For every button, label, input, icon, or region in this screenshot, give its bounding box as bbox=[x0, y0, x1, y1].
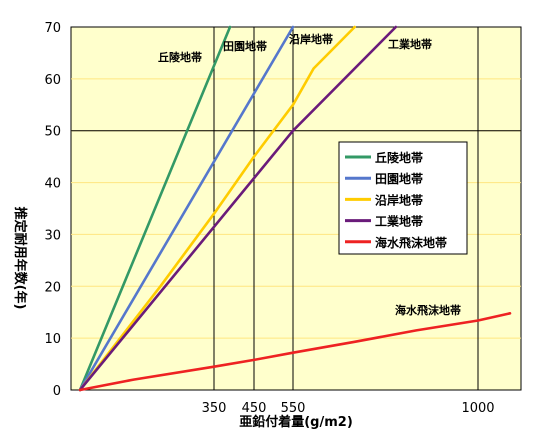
series-line-3 bbox=[78, 25, 398, 392]
legend-label-4: 海水飛沫地帯 bbox=[375, 235, 447, 250]
x-tick-label: 450 bbox=[242, 401, 267, 416]
series-line-0 bbox=[78, 25, 232, 392]
legend-label-2: 沿岸地帯 bbox=[374, 192, 423, 207]
series-group bbox=[78, 25, 512, 392]
line-annotation-4: 海水飛沫地帯 bbox=[395, 303, 461, 317]
x-axis-title: 亜鉛付着量(g/m2) bbox=[239, 414, 353, 430]
legend-label-0: 丘陵地帯 bbox=[375, 150, 423, 165]
series-line-1 bbox=[78, 25, 295, 392]
major-grid bbox=[71, 27, 521, 390]
series-line-2 bbox=[78, 25, 357, 392]
y-tick-label: 40 bbox=[44, 177, 61, 192]
y-tick-label: 10 bbox=[44, 332, 61, 347]
x-tick-labels: 350 450 550 1000 bbox=[202, 401, 495, 416]
series-line-4 bbox=[78, 311, 512, 392]
line-annotation-0: 丘陵地帯 bbox=[158, 50, 202, 64]
x-tick-label: 550 bbox=[281, 401, 306, 416]
y-tick-label: 20 bbox=[44, 280, 61, 295]
legend-label-1: 田園地帯 bbox=[375, 171, 423, 186]
x-tick-label: 1000 bbox=[461, 401, 494, 416]
y-tick-labels: 0 10 20 30 40 50 60 70 bbox=[44, 21, 61, 399]
y-tick-label: 0 bbox=[53, 384, 61, 399]
x-tick-label: 350 bbox=[202, 401, 227, 416]
y-tick-label: 30 bbox=[44, 228, 61, 243]
legend-label-3: 工業地帯 bbox=[375, 214, 423, 229]
y-axis-title: 推定耐用年数(年) bbox=[12, 207, 28, 310]
y-tick-label: 60 bbox=[44, 73, 61, 88]
line-annotation-2: 沿岸地帯 bbox=[289, 32, 333, 46]
y-tick-label: 70 bbox=[44, 21, 61, 36]
line-annotation-3: 工業地帯 bbox=[388, 37, 432, 51]
y-tick-label: 50 bbox=[44, 125, 61, 140]
line-annotation-1: 田園地帯 bbox=[223, 39, 267, 53]
